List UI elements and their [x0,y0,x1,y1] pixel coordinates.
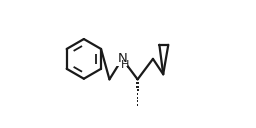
Text: N: N [117,52,127,65]
Text: H: H [121,60,130,70]
